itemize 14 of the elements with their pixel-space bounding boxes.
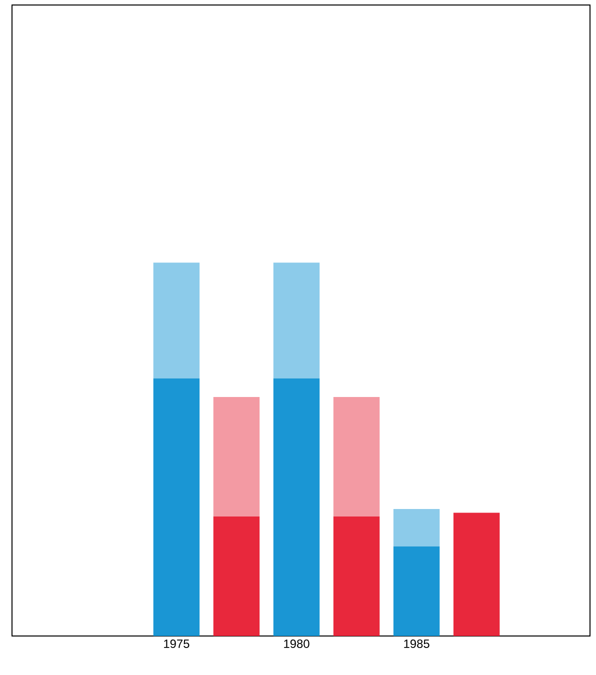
bar (153, 378, 200, 636)
bar (153, 262, 200, 378)
bar (213, 397, 260, 517)
x-tick-label: 1980 (284, 640, 310, 648)
bar (273, 262, 320, 378)
x-tick-label: 1985 (404, 640, 430, 648)
x-tick-label: 1975 (164, 640, 190, 648)
bar (213, 516, 260, 636)
bar (393, 546, 440, 636)
bar (453, 512, 500, 636)
bar (273, 378, 320, 636)
bar (333, 516, 380, 636)
bar (393, 509, 440, 546)
bar (333, 397, 380, 517)
